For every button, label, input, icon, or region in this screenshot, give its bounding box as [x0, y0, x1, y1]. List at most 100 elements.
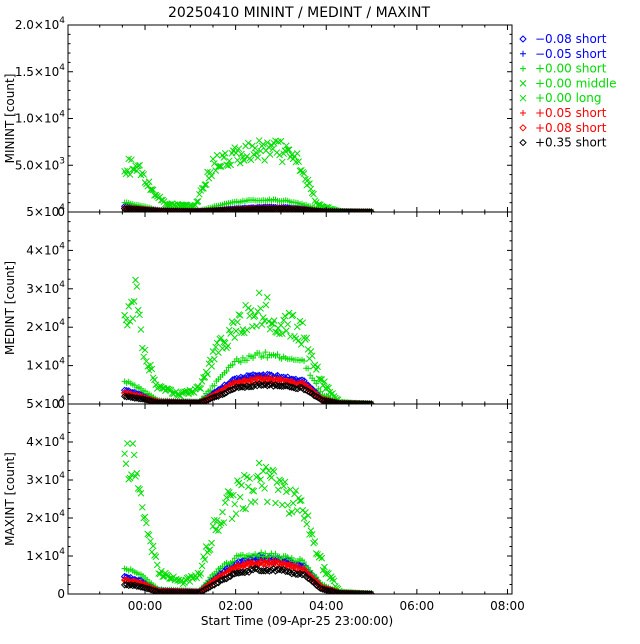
data-point	[213, 516, 221, 524]
data-point	[272, 499, 279, 507]
data-point	[266, 151, 274, 158]
y-axis-label: MININT [count]	[3, 74, 17, 164]
data-point	[311, 377, 318, 384]
data-point	[303, 334, 311, 342]
data-point	[139, 583, 147, 591]
data-point	[270, 317, 278, 324]
y-tick-label: 1.5×104	[15, 63, 65, 79]
legend-marker	[519, 80, 527, 87]
data-point	[125, 303, 133, 310]
data-point	[332, 588, 341, 594]
data-point	[268, 474, 275, 482]
data-point	[139, 395, 147, 403]
data-point	[131, 581, 139, 589]
data-point	[148, 186, 156, 193]
data-point	[126, 171, 134, 178]
data-point	[136, 161, 143, 169]
data-point	[292, 570, 300, 578]
data-point	[223, 367, 230, 374]
data-point	[330, 577, 338, 585]
data-point	[274, 486, 282, 494]
y-tick-label: 0	[57, 205, 65, 219]
data-point	[214, 579, 223, 587]
data-point	[212, 343, 220, 351]
data-point	[137, 583, 145, 591]
data-point	[147, 586, 155, 594]
data-point	[300, 385, 308, 394]
data-point	[210, 516, 218, 524]
data-point	[284, 382, 292, 390]
data-point	[122, 316, 130, 324]
legend-marker	[519, 94, 527, 102]
data-point	[208, 363, 215, 370]
data-point	[223, 344, 230, 352]
data-point	[210, 393, 219, 401]
data-point	[235, 145, 243, 153]
data-point	[136, 486, 143, 493]
data-point	[213, 339, 221, 347]
data-point	[151, 587, 159, 594]
data-point	[215, 162, 222, 170]
data-point	[213, 151, 221, 159]
data-point	[256, 350, 263, 357]
data-point	[288, 554, 295, 561]
data-point	[255, 459, 263, 467]
data-point	[320, 585, 329, 594]
data-point	[137, 395, 145, 403]
data-point	[145, 178, 153, 186]
data-point	[147, 397, 155, 404]
data-point	[288, 383, 296, 391]
data-point	[253, 322, 260, 330]
data-point	[220, 389, 229, 398]
data-point	[308, 531, 316, 538]
data-point	[246, 312, 254, 320]
y-tick-label: 1.0×104	[15, 110, 65, 126]
data-point	[318, 585, 327, 593]
legend-label: +0.00 short	[535, 62, 607, 76]
data-point	[121, 311, 128, 319]
data-point	[136, 311, 143, 319]
data-point	[304, 176, 312, 184]
data-point	[284, 501, 292, 509]
data-point	[220, 519, 228, 526]
data-point	[137, 489, 145, 497]
data-point	[325, 384, 332, 392]
data-point	[201, 556, 209, 563]
data-point	[221, 149, 229, 157]
data-point	[236, 312, 244, 319]
data-point	[128, 471, 135, 479]
data-point	[307, 372, 314, 379]
data-point	[249, 382, 257, 391]
panel-1-points	[120, 137, 376, 212]
data-point	[277, 566, 286, 574]
data-point	[129, 440, 137, 447]
data-point	[318, 396, 327, 404]
data-point	[311, 538, 319, 545]
data-point	[135, 582, 143, 591]
data-point	[278, 501, 286, 509]
data-point	[225, 157, 233, 165]
data-point	[231, 144, 239, 151]
data-point	[251, 564, 259, 573]
data-point	[194, 399, 202, 404]
data-point	[149, 397, 157, 404]
data-point	[295, 337, 302, 344]
data-point	[263, 139, 271, 146]
data-point	[206, 546, 214, 553]
data-point	[254, 154, 262, 161]
data-point	[133, 283, 141, 290]
data-point	[239, 568, 247, 576]
data-point	[317, 388, 324, 395]
data-point	[232, 510, 240, 518]
data-point	[187, 202, 195, 210]
data-point	[251, 144, 259, 152]
data-point	[221, 499, 229, 507]
data-point	[148, 365, 156, 373]
data-point	[193, 198, 201, 206]
data-point	[281, 312, 289, 320]
data-point	[219, 508, 226, 516]
data-point	[145, 396, 153, 404]
y-tick-label: 5×104	[26, 395, 65, 411]
data-point	[143, 519, 150, 527]
data-point	[144, 182, 152, 190]
